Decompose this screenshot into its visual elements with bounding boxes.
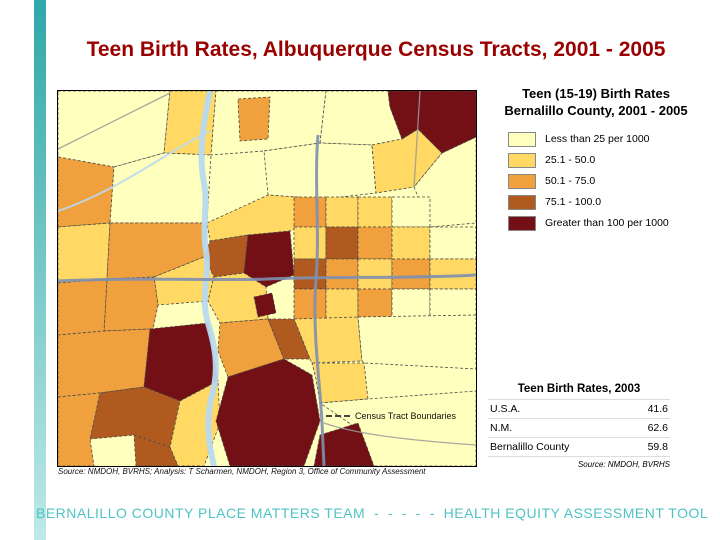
legend-label: Greater than 100 per 1000	[545, 217, 669, 230]
table-row: U.S.A. 41.6	[488, 400, 670, 419]
legend-item: 50.1 - 75.0	[508, 171, 702, 192]
roads	[58, 91, 476, 466]
footer-banner: BERNALILLO COUNTY PLACE MATTERS TEAM - -…	[36, 505, 709, 521]
birth-rates-table: Teen Birth Rates, 2003 U.S.A. 41.6 N.M. …	[488, 383, 670, 469]
legend-swatch	[508, 152, 536, 168]
legend-item: Greater than 100 per 1000	[508, 213, 702, 234]
row-label: Bernalillo County	[490, 441, 570, 453]
legend-item: 25.1 - 50.0	[508, 150, 702, 171]
legend-label: 25.1 - 50.0	[545, 154, 596, 167]
census-tract-boundaries-note: Census Tract Boundaries	[326, 411, 456, 421]
table-title: Teen Birth Rates, 2003	[517, 383, 641, 395]
table-row: N.M. 62.6	[488, 419, 670, 438]
legend-title-line1: Teen (15-19) Birth Rates	[522, 86, 670, 101]
row-value: 59.8	[647, 441, 668, 453]
page-title: Teen Birth Rates, Albuquerque Census Tra…	[86, 38, 666, 61]
albuquerque-census-tract-map: Census Tract Boundaries	[57, 90, 477, 467]
legend-label: 50.1 - 75.0	[545, 175, 596, 188]
legend-label: 75.1 - 100.0	[545, 196, 602, 209]
legend-swatch	[508, 173, 536, 189]
map-legend: Teen (15-19) Birth Rates Bernalillo Coun…	[490, 86, 702, 234]
dashed-line-sample	[326, 415, 350, 417]
table-rows: U.S.A. 41.6 N.M. 62.6 Bernalillo County …	[488, 399, 670, 457]
row-value: 41.6	[647, 403, 668, 415]
boundary-label: Census Tract Boundaries	[355, 411, 457, 421]
table-source-text: Source: NMDOH, BVRHS	[577, 460, 670, 469]
accent-bar	[34, 0, 46, 540]
legend-item: 75.1 - 100.0	[508, 192, 702, 213]
row-label: U.S.A.	[490, 403, 521, 415]
legend-swatch	[508, 215, 536, 231]
legend-title: Teen (15-19) Birth Rates Bernalillo Coun…	[490, 86, 702, 120]
rivers	[58, 91, 219, 466]
map-svg	[58, 91, 476, 466]
map-source-text: Source: NMDOH, BVRHS; Analysis: T Scharm…	[58, 467, 426, 476]
legend-items: Less than 25 per 1000 25.1 - 50.0 50.1 -…	[490, 129, 702, 234]
legend-item: Less than 25 per 1000	[508, 129, 702, 150]
legend-label: Less than 25 per 1000	[545, 133, 650, 146]
legend-swatch	[508, 131, 536, 147]
table-row: Bernalillo County 59.8	[488, 438, 670, 457]
legend-swatch	[508, 194, 536, 210]
row-value: 62.6	[647, 422, 668, 434]
legend-title-line2: Bernalillo County, 2001 - 2005	[504, 102, 688, 118]
row-label: N.M.	[490, 422, 513, 434]
census-tracts	[58, 91, 476, 466]
